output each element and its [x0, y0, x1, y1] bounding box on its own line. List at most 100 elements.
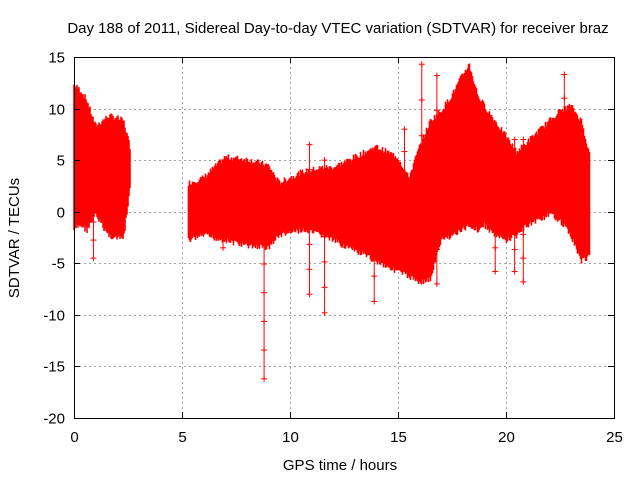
plus-marker	[321, 284, 328, 291]
plus-marker	[433, 176, 440, 183]
plus-marker	[220, 206, 227, 213]
plus-marker	[220, 180, 227, 187]
plus-marker	[261, 203, 268, 210]
plus-marker	[418, 132, 425, 139]
plus-marker	[561, 213, 568, 220]
plus-marker	[220, 193, 227, 200]
plus-marker	[220, 167, 227, 174]
grid	[74, 57, 614, 418]
plus-marker	[561, 71, 568, 78]
plus-marker	[261, 260, 268, 267]
plus-marker	[306, 166, 313, 173]
plus-marker	[418, 240, 425, 247]
axis-ticks: 0 5 10 15 20 25 -20 -15 -10 -5 0 5 10 15	[43, 50, 623, 447]
plus-marker	[401, 193, 408, 200]
plus-marker	[90, 237, 97, 244]
plus-marker	[371, 222, 378, 229]
x-tick-label: 25	[606, 429, 623, 446]
plus-marker	[520, 207, 527, 214]
plus-marker	[492, 244, 499, 251]
plus-marker	[401, 237, 408, 244]
data-series-sdtvar	[73, 61, 591, 382]
plot-frame	[74, 57, 615, 419]
plus-marker	[492, 268, 499, 275]
plus-marker	[492, 197, 499, 204]
plus-marker	[511, 158, 518, 165]
plus-marker	[371, 273, 378, 280]
plus-marker	[90, 200, 97, 207]
x-tick-label: 5	[178, 429, 186, 446]
plus-marker	[401, 126, 408, 133]
plus-marker	[520, 255, 527, 262]
plus-marker	[306, 241, 313, 248]
plus-marker	[306, 141, 313, 148]
plus-marker	[306, 266, 313, 273]
plus-marker	[561, 118, 568, 125]
plus-marker	[418, 61, 425, 68]
plus-marker	[418, 275, 425, 282]
plus-marker	[520, 136, 527, 143]
y-tick-label: -15	[43, 359, 65, 376]
plus-marker	[306, 216, 313, 223]
plus-marker	[321, 182, 328, 189]
plus-marker	[492, 126, 499, 133]
y-tick-label: 5	[57, 153, 65, 170]
plus-marker	[371, 172, 378, 179]
plus-marker	[520, 183, 527, 190]
y-tick-label: -10	[43, 308, 65, 325]
plus-marker	[371, 146, 378, 153]
plus-marker	[261, 289, 268, 296]
y-tick-label: 15	[48, 50, 65, 67]
plus-marker	[433, 107, 440, 114]
plus-marker	[90, 255, 97, 262]
plus-marker	[511, 180, 518, 187]
plus-marker	[511, 136, 518, 143]
plus-marker	[511, 224, 518, 231]
plus-marker	[561, 190, 568, 197]
plus-marker	[418, 168, 425, 175]
plus-marker	[306, 291, 313, 298]
plus-marker	[561, 95, 568, 102]
plus-marker	[511, 202, 518, 209]
plus-marker	[261, 375, 268, 382]
plus-marker	[418, 96, 425, 103]
y-tick-label: 10	[48, 102, 65, 119]
plus-marker	[261, 232, 268, 239]
plus-marker	[511, 246, 518, 253]
plus-marker	[561, 142, 568, 149]
plus-marker	[561, 166, 568, 173]
plus-marker	[511, 268, 518, 275]
plus-marker	[90, 164, 97, 171]
x-tick-label: 0	[70, 429, 78, 446]
plus-marker	[90, 146, 97, 153]
plus-marker	[371, 247, 378, 254]
x-tick-label: 10	[282, 429, 299, 446]
plus-marker	[371, 197, 378, 204]
plus-marker	[401, 148, 408, 155]
plus-marker	[90, 182, 97, 189]
plus-marker	[220, 219, 227, 226]
plus-marker	[401, 215, 408, 222]
plus-marker	[433, 142, 440, 149]
plus-marker	[371, 298, 378, 305]
y-tick-label: 0	[57, 205, 65, 222]
plus-marker	[433, 280, 440, 287]
plus-marker	[90, 219, 97, 226]
plus-marker	[520, 160, 527, 167]
plus-marker	[418, 204, 425, 211]
plus-marker	[433, 72, 440, 79]
plus-marker	[321, 208, 328, 215]
plus-marker	[433, 211, 440, 218]
x-axis-label: GPS time / hours	[283, 457, 397, 474]
plus-marker	[261, 318, 268, 325]
plus-marker	[321, 258, 328, 265]
plus-marker	[220, 231, 227, 238]
x-tick-label: 15	[390, 429, 407, 446]
plus-marker	[321, 309, 328, 316]
plus-marker	[306, 191, 313, 198]
plus-marker	[401, 260, 408, 267]
chart-title: Day 188 of 2011, Sidereal Day-to-day VTE…	[67, 20, 608, 37]
plus-marker	[492, 149, 499, 156]
plus-marker	[321, 157, 328, 164]
